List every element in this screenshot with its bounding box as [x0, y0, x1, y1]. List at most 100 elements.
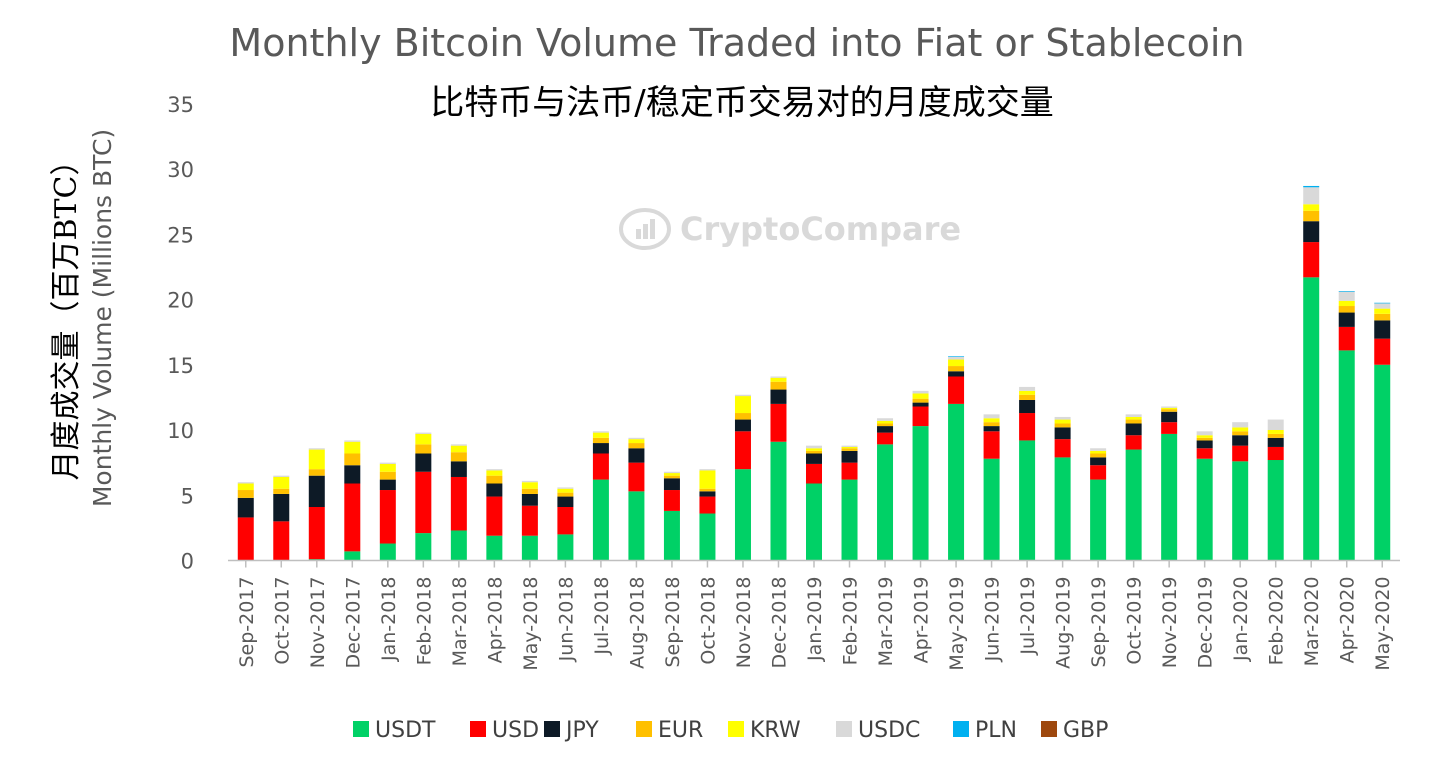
bar-segment-usd [734, 431, 751, 470]
x-tick-label: Feb-2020 [1266, 577, 1288, 666]
x-tick-label: Oct-2019 [1124, 577, 1146, 665]
x-tick-label: Apr-2020 [1337, 577, 1359, 664]
x-tick-label: Feb-2019 [840, 577, 862, 666]
bar-segment-krw [734, 396, 751, 414]
bar-segment-usd [1303, 242, 1320, 278]
bar-segment-krw [1232, 427, 1249, 432]
legend-swatch-krw [728, 721, 744, 737]
bar-segment-usd [1267, 446, 1284, 461]
bar-segment-jpy [699, 491, 716, 497]
bar-segment-jpy [308, 475, 325, 507]
x-tick-label: Apr-2019 [911, 577, 933, 664]
bar-segment-usdc [273, 475, 290, 477]
x-tick-label: Sep-2017 [236, 577, 258, 668]
bar-segment-krw [415, 433, 432, 445]
bar-segment-eur [1338, 306, 1355, 313]
bar-segment-usd [983, 431, 1000, 459]
bar-segment-usdc [912, 390, 929, 394]
bar-segment-usd [379, 490, 396, 544]
watermark-logo-icon [619, 208, 671, 250]
bar-segment-jpy [415, 453, 432, 472]
watermark-logo-bar [636, 229, 641, 239]
bar-segment-jpy [1125, 423, 1142, 436]
bar-segment-usd [557, 507, 574, 535]
bar-segment-eur [699, 488, 716, 492]
x-tick-label: Jun-2018 [555, 577, 577, 663]
bar-segment-jpy [379, 479, 396, 491]
bar-segment-usd [841, 462, 858, 480]
bar-segment-eur [1161, 409, 1178, 412]
bar-segment-krw [486, 470, 503, 476]
bar-segment-eur [450, 452, 467, 462]
bar-segment-eur [734, 413, 751, 420]
bar-segment-usd [699, 496, 716, 514]
bar-segment-usdt [1303, 277, 1320, 561]
bar-segment-usdt [1125, 449, 1142, 561]
bar-segment-usd [663, 490, 680, 511]
bar-segment-usdt [806, 483, 822, 561]
bar-segment-jpy [628, 448, 645, 463]
bar-segment-usdt [1090, 479, 1107, 561]
bar-segment-usdt [1267, 460, 1284, 561]
watermark-logo-bar [643, 224, 648, 239]
bar-segment-jpy [1019, 399, 1036, 414]
bar-segment-krw [379, 463, 396, 472]
bar-segment-krw [1196, 435, 1213, 438]
bar-segment-krw [521, 482, 538, 489]
y-tick-label: 0 [181, 550, 194, 574]
bar-segment-usdc [1196, 431, 1213, 436]
bar-segment-eur [592, 437, 609, 444]
bar-segment-usd [1196, 448, 1213, 459]
bar-segment-eur [841, 448, 858, 451]
bar-segment-krw [592, 432, 609, 438]
bar-segment-usd [486, 496, 503, 536]
bar-segment-usdc [592, 431, 609, 433]
bar-segment-krw [1054, 419, 1071, 424]
legend-label-usd: USD [492, 718, 539, 743]
chart-title: Monthly Bitcoin Volume Traded into Fiat … [229, 21, 1244, 65]
legend-swatch-eur [636, 721, 652, 737]
bar-segment-pln [948, 356, 965, 357]
legend-swatch-pln [953, 721, 969, 737]
bar-segment-usdt [1232, 461, 1249, 561]
bar-segment-krw [273, 476, 290, 489]
bar-segment-jpy [1196, 440, 1213, 449]
bar-segment-usd [1161, 422, 1178, 434]
bar-segment-usdc [948, 356, 965, 360]
bar-segment-jpy [450, 461, 467, 477]
bar-segment-usdt [663, 510, 680, 561]
x-tick-label: Feb-2018 [413, 577, 435, 666]
x-tick-label: Nov-2019 [1159, 577, 1181, 669]
x-tick-label: Apr-2018 [484, 577, 506, 664]
bar-segment-eur [379, 471, 396, 480]
bar-segment-eur [1267, 433, 1284, 438]
bar-segment-jpy [557, 496, 574, 507]
legend-swatch-jpy [544, 721, 560, 737]
bar-segment-usdt [379, 543, 396, 561]
bar-segment-usdt [1196, 458, 1213, 561]
bar-segment-usdc [1303, 187, 1320, 205]
bar-segment-usd [1090, 465, 1107, 480]
y-axis: 0 5 10 15 20 25 30 35 [167, 93, 194, 574]
bar-segment-usd [1054, 439, 1071, 458]
bar-segment-usd [628, 462, 645, 492]
bar-segment-eur [663, 475, 680, 479]
bar-segment-krw [628, 439, 645, 444]
bar-segment-usd [806, 463, 822, 484]
bar-segment-usd [592, 453, 609, 480]
x-tick-label: Oct-2017 [271, 577, 293, 665]
bar-segment-usdt [734, 469, 751, 561]
bar-segment-eur [557, 492, 574, 497]
bar-segment-eur [237, 490, 254, 498]
x-tick-label: Aug-2018 [626, 577, 648, 669]
bar-segment-usd [273, 521, 290, 561]
bar-segment-eur [1090, 453, 1107, 458]
bar-segment-usd [770, 403, 787, 442]
bar-segment-usdt [770, 441, 787, 561]
bar-segment-krw [699, 470, 716, 489]
bar-segment-usdt [557, 534, 574, 561]
bar-segment-usdc [415, 432, 432, 434]
bar-segment-usd [1232, 445, 1249, 462]
bar-segment-jpy [521, 493, 538, 506]
